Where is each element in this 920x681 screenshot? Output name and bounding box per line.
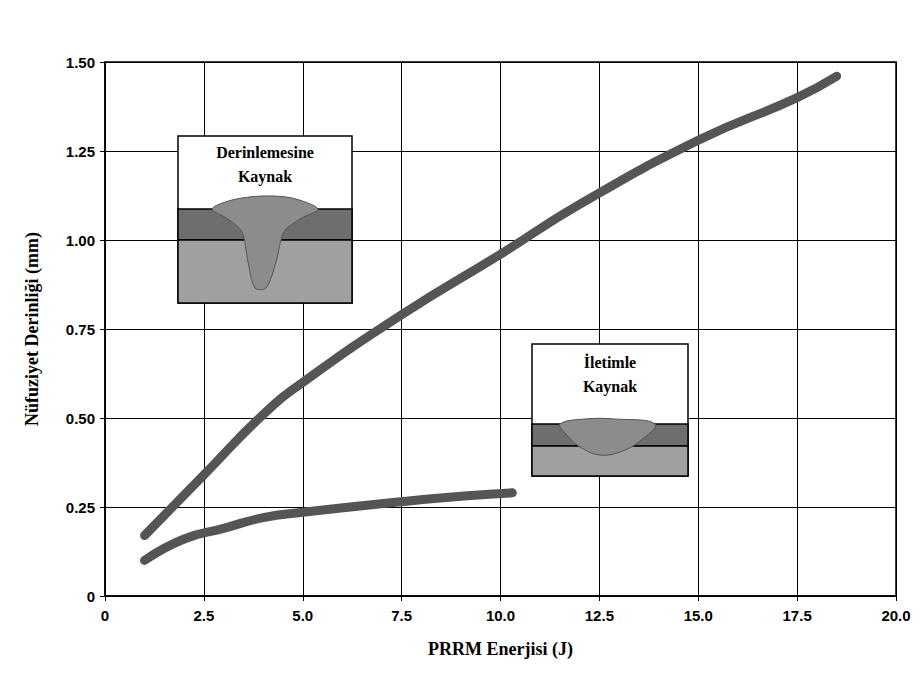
svg-text:12.5: 12.5 xyxy=(585,607,614,624)
svg-text:Kaynak: Kaynak xyxy=(238,168,292,186)
svg-text:1.50: 1.50 xyxy=(66,54,95,71)
svg-text:15.0: 15.0 xyxy=(684,607,713,624)
svg-text:20.0: 20.0 xyxy=(881,607,910,624)
svg-text:Nüfuziyet Derinliği (mm): Nüfuziyet Derinliği (mm) xyxy=(22,232,43,426)
svg-text:PRRM Enerjisi (J): PRRM Enerjisi (J) xyxy=(428,639,573,660)
svg-text:0: 0 xyxy=(87,588,95,605)
svg-text:1.00: 1.00 xyxy=(66,232,95,249)
svg-text:0.25: 0.25 xyxy=(66,499,95,516)
svg-text:İletimle: İletimle xyxy=(584,353,636,371)
svg-text:0.75: 0.75 xyxy=(66,321,95,338)
svg-text:Kaynak: Kaynak xyxy=(583,378,637,396)
svg-text:17.5: 17.5 xyxy=(783,607,812,624)
svg-text:0: 0 xyxy=(101,607,109,624)
svg-text:0.50: 0.50 xyxy=(66,410,95,427)
svg-text:2.5: 2.5 xyxy=(193,607,214,624)
svg-text:10.0: 10.0 xyxy=(486,607,515,624)
svg-text:7.5: 7.5 xyxy=(391,607,412,624)
svg-text:5.0: 5.0 xyxy=(292,607,313,624)
svg-text:1.25: 1.25 xyxy=(66,143,95,160)
svg-text:Derinlemesine: Derinlemesine xyxy=(216,144,314,161)
